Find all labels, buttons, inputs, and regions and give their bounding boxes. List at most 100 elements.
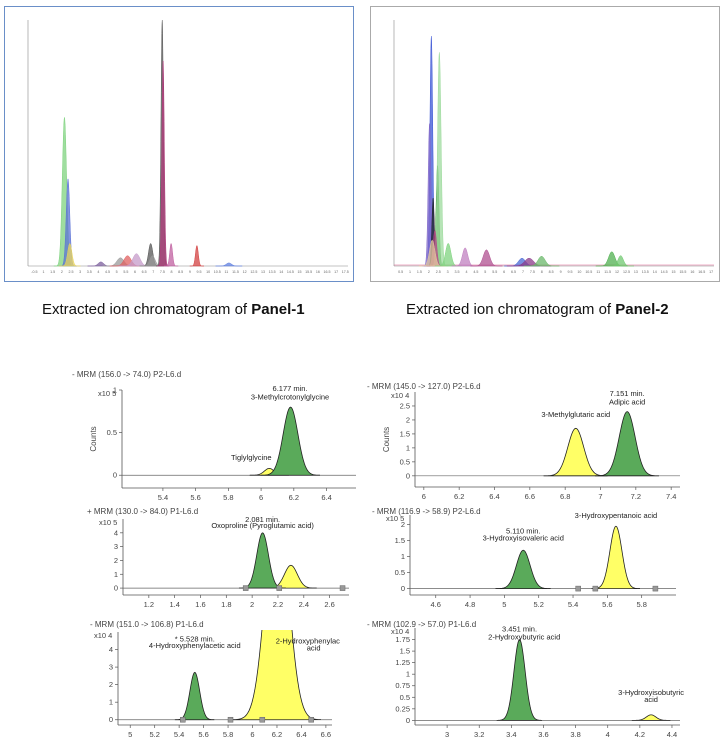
caption-panel-1-prefix: Extracted ion chromatogram of — [42, 301, 252, 318]
mrm-x-tick-label: 3.8 — [570, 730, 580, 739]
tic-x-tick-label: 15.5 — [679, 270, 686, 274]
mrm-peak-label: * 5.528 min. — [175, 635, 215, 644]
mrm-peak-label: 6.177 min. — [273, 384, 308, 393]
mrm-x-tick-label: 6 — [250, 730, 254, 739]
tic-chart-2: 0.5 1 1.5 2 2.5 3 3.5 4 4.5 5 5.5 6 6.5 7 7.5 8 8.5 9 9.5 1… — [370, 6, 720, 282]
tic-x-tick-label: 4.5 — [473, 270, 478, 274]
mrm-x-tick-label: 5.8 — [223, 730, 233, 739]
mrm-header: - MRM (145.0 -> 127.0) P2-L6.d — [367, 382, 481, 391]
mrm-x-tick-label: 6 — [422, 492, 426, 501]
tic-x-tick-label: 0.5 — [398, 270, 403, 274]
tic-x-tick-label: 4 — [97, 270, 99, 274]
tic-x-tick-label: 6.5 — [511, 270, 516, 274]
tic-x-tick-label: 2 — [61, 270, 63, 274]
tic-x-tick-label: 14.5 — [287, 270, 294, 274]
mrm-y-tick-label: 1 — [109, 698, 113, 707]
mrm-x-tick-label: 6.4 — [321, 493, 331, 502]
mrm-x-tick-label: 2.2 — [273, 600, 283, 609]
mrm-x-tick-label: 5.6 — [602, 600, 612, 609]
mrm-x-tick-label: 6.4 — [296, 730, 306, 739]
tic-x-tick-label: 8 — [541, 270, 543, 274]
mrm-y-label: Counts — [382, 427, 391, 452]
tic-x-tick-label: 10 — [577, 270, 581, 274]
mrm-peak-label: Oxoproline (Pyroglutamic acid) — [211, 521, 314, 530]
tic-x-tick-label: 7.5 — [160, 270, 165, 274]
mrm-x-tick-label: 4 — [606, 730, 610, 739]
mrm-header: + MRM (130.0 -> 84.0) P1-L6.d — [87, 507, 198, 516]
mrm-plot-area — [249, 406, 321, 476]
tic-panel-2: 0.5 1 1.5 2 2.5 3 3.5 4 4.5 5 5.5 6 6.5 7 7.5 8 8.5 9 9.5 1… — [370, 6, 720, 282]
tic-peak — [215, 262, 243, 267]
tic-x-tick-label: 15 — [672, 270, 676, 274]
mrm-y-tick-label: 0.25 — [395, 704, 410, 713]
mrm-x-tick-label: 2.6 — [324, 600, 334, 609]
mrm-peak — [260, 406, 321, 476]
mrm-plot-area — [543, 411, 659, 477]
tic-x-tick-label: 1.5 — [417, 270, 422, 274]
tic-x-tick-label: 5.5 — [492, 270, 497, 274]
mrm-header: - MRM (156.0 -> 74.0) P2-L6.d — [72, 370, 181, 379]
mrm-x-tick-label: 5.6 — [190, 493, 200, 502]
tic-x-tick-label: 9 — [560, 270, 562, 274]
mrm-header: - MRM (116.9 -> 58.9) P2-L6.d — [372, 507, 481, 516]
mrm-x-tick-label: 6 — [259, 493, 263, 502]
mrm-x-tick-label: 5.8 — [223, 493, 233, 502]
tic-x-tick-label: 1 — [43, 270, 45, 274]
mrm-x-tick-label: 5.4 — [174, 730, 184, 739]
tic-x-tick-label: 2.5 — [68, 270, 73, 274]
mrm-x-tick-label: 2.4 — [299, 600, 309, 609]
mrm-x-tick-label: 1.8 — [221, 600, 231, 609]
mrm-exponent: x10 4 — [391, 627, 409, 636]
tic-x-tick-label: 5 — [484, 270, 486, 274]
mrm-x-tick-label: 4.6 — [431, 600, 441, 609]
mrm-peak-label: 3-Hydroxyisovaleric acid — [483, 534, 564, 543]
mrm-x-tick-label: 7.4 — [666, 492, 676, 501]
mrm-y-tick-label: 2.5 — [400, 401, 410, 410]
mrm-y-tick-label: 0 — [406, 716, 410, 725]
tic-x-tick-label: 16.5 — [323, 270, 330, 274]
mrm-peak — [543, 427, 608, 477]
tic-x-tick-label: 17.5 — [342, 270, 349, 274]
mrm-y-tick-label: 4 — [114, 528, 118, 537]
mrm-x-tick-label: 4.8 — [465, 600, 475, 609]
mrm-panel-3: + MRM (130.0 -> 84.0) P1-L6.d x10 5 0 1 2 3 4 1… — [85, 505, 355, 613]
mrm-peak-label: acid — [307, 643, 321, 652]
mrm-x-tick-label: 5.8 — [636, 600, 646, 609]
mrm-x-tick-label: 3 — [445, 730, 449, 739]
tic-x-tick-label: 11 — [225, 270, 229, 274]
mrm-plot-area — [495, 525, 640, 590]
mrm-peak-label: 2.081 min. — [245, 515, 280, 524]
mrm-y-tick-label: 1 — [401, 552, 405, 561]
tic-x-tick-label: 14.5 — [661, 270, 668, 274]
mrm-x-tick-label: 5.4 — [158, 493, 168, 502]
mrm-y-tick-label: 2 — [114, 556, 118, 565]
tic-x-tick-label: 16.5 — [698, 270, 705, 274]
mrm-integration-marker — [242, 585, 249, 591]
tic-x-tick-label: 2 — [428, 270, 430, 274]
tic-x-tick-label: 4 — [465, 270, 467, 274]
tic-x-tick-label: 15 — [298, 270, 302, 274]
mrm-y-tick-label: 1.25 — [395, 658, 410, 667]
tic-x-tick-label: 14 — [653, 270, 657, 274]
tic-peak — [523, 256, 560, 267]
mrm-y-tick-label: 4 — [109, 645, 113, 654]
mrm-peak-label: 4-Hydroxyphenylacetic acid — [149, 641, 241, 650]
mrm-x-tick-label: 3.4 — [506, 730, 516, 739]
mrm-y-tick-label: 1.5 — [400, 647, 410, 656]
mrm-peak-label: 2-Hydroxybutyric acid — [488, 633, 560, 642]
mrm-x-tick-label: 6.8 — [560, 492, 570, 501]
mrm-peak-label: 7.151 min. — [610, 389, 645, 398]
mrm-peak — [591, 525, 640, 590]
tic-x-tick-label: 6 — [503, 270, 505, 274]
mrm-x-tick-label: 3.6 — [538, 730, 548, 739]
mrm-x-tick-label: 5.4 — [568, 600, 578, 609]
mrm-integration-marker — [652, 585, 659, 592]
mrm-exponent: x10 5 — [386, 514, 404, 523]
tic-x-tick-label: 3 — [79, 270, 81, 274]
tic-x-tick-label: 2.5 — [436, 270, 441, 274]
mrm-x-tick-label: 6.2 — [289, 493, 299, 502]
tic-panel-1: -0.5 1 1.5 2 2.5 3 3.5 4 4.5 5 5.5 6 6.5 7 7.5 8 8.5 9 9.5… — [4, 6, 354, 282]
mrm-exponent: x10 4 — [391, 391, 409, 400]
